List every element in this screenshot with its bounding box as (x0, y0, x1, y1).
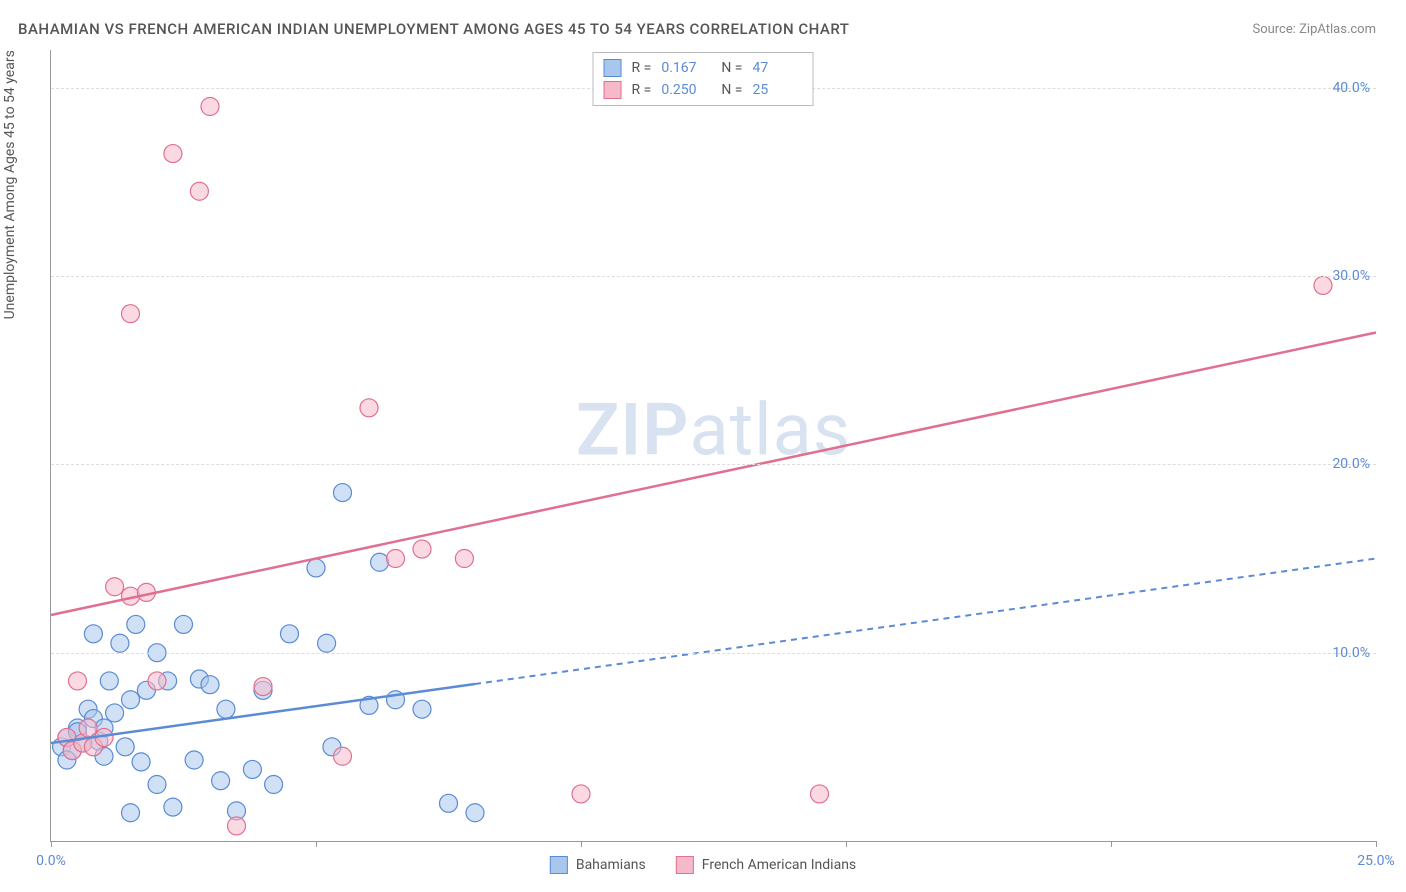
stats-row-1: R = 0.167 N = 47 (604, 57, 803, 79)
x-tick-label: 25.0% (1357, 853, 1395, 869)
legend-label-1: Bahamians (576, 857, 646, 873)
data-point (254, 678, 272, 696)
gridline (51, 653, 1376, 654)
data-point (334, 484, 352, 502)
data-point (413, 700, 431, 718)
swatch-series-1b (550, 856, 568, 874)
r-label: R = (632, 60, 652, 76)
data-point (79, 719, 97, 737)
x-tick (316, 841, 317, 847)
source-label: Source: ZipAtlas.com (1252, 22, 1376, 37)
data-point (122, 691, 140, 709)
x-tick (846, 841, 847, 847)
data-point (1314, 276, 1332, 294)
trend-line (51, 333, 1376, 616)
y-tick-label: 30.0% (1332, 268, 1370, 284)
x-tick (1376, 841, 1377, 847)
data-point (455, 550, 473, 568)
data-point (122, 305, 140, 323)
data-point (122, 804, 140, 822)
y-tick-label: 40.0% (1332, 80, 1370, 96)
n-label: N = (721, 60, 742, 76)
x-tick (51, 841, 52, 847)
data-point (106, 578, 124, 596)
data-point (132, 753, 150, 771)
data-point (228, 817, 246, 835)
data-point (116, 738, 134, 756)
stats-legend: R = 0.167 N = 47 R = 0.250 N = 25 (593, 52, 814, 106)
data-point (371, 553, 389, 571)
data-point (466, 804, 484, 822)
data-point (164, 798, 182, 816)
data-point (811, 785, 829, 803)
data-point (265, 776, 283, 794)
y-axis-label: Unemployment Among Ages 45 to 54 years (2, 50, 18, 319)
stats-row-2: R = 0.250 N = 25 (604, 79, 803, 101)
legend-item-1: Bahamians (550, 856, 646, 874)
r-value-1: 0.167 (661, 60, 711, 76)
data-point (572, 785, 590, 803)
y-tick-label: 10.0% (1332, 645, 1370, 661)
swatch-series-2 (604, 81, 622, 99)
plot-area: ZIPatlas 10.0%20.0%30.0%40.0%0.0%25.0% (50, 50, 1376, 842)
chart-title: BAHAMIAN VS FRENCH AMERICAN INDIAN UNEMP… (18, 20, 849, 38)
data-point (201, 676, 219, 694)
data-point (281, 625, 299, 643)
n-value-2: 25 (752, 82, 802, 98)
x-tick (581, 841, 582, 847)
legend-item-2: French American Indians (676, 856, 856, 874)
data-point (212, 772, 230, 790)
y-tick-label: 20.0% (1332, 456, 1370, 472)
data-point (148, 672, 166, 690)
legend-label-2: French American Indians (702, 857, 856, 873)
data-point (100, 672, 118, 690)
data-point (175, 615, 193, 633)
data-point (127, 615, 145, 633)
data-point (387, 550, 405, 568)
n-label: N = (721, 82, 742, 98)
data-point (307, 559, 325, 577)
data-point (111, 634, 129, 652)
data-point (84, 625, 102, 643)
gridline (51, 276, 1376, 277)
x-tick (1111, 841, 1112, 847)
legend-bottom: Bahamians French American Indians (550, 856, 856, 874)
swatch-series-2b (676, 856, 694, 874)
data-point (185, 751, 203, 769)
r-value-2: 0.250 (661, 82, 711, 98)
data-point (360, 399, 378, 417)
data-point (148, 776, 166, 794)
data-point (318, 634, 336, 652)
data-point (164, 145, 182, 163)
data-point (440, 794, 458, 812)
gridline (51, 464, 1376, 465)
scatter-plot (51, 50, 1376, 841)
trend-line-dashed (475, 559, 1376, 685)
x-tick-label: 0.0% (36, 853, 66, 869)
data-point (217, 700, 235, 718)
data-point (201, 98, 219, 116)
data-point (243, 760, 261, 778)
data-point (106, 704, 124, 722)
data-point (413, 540, 431, 558)
r-label: R = (632, 82, 652, 98)
data-point (69, 672, 87, 690)
n-value-1: 47 (752, 60, 802, 76)
swatch-series-1 (604, 59, 622, 77)
data-point (190, 182, 208, 200)
data-point (334, 747, 352, 765)
